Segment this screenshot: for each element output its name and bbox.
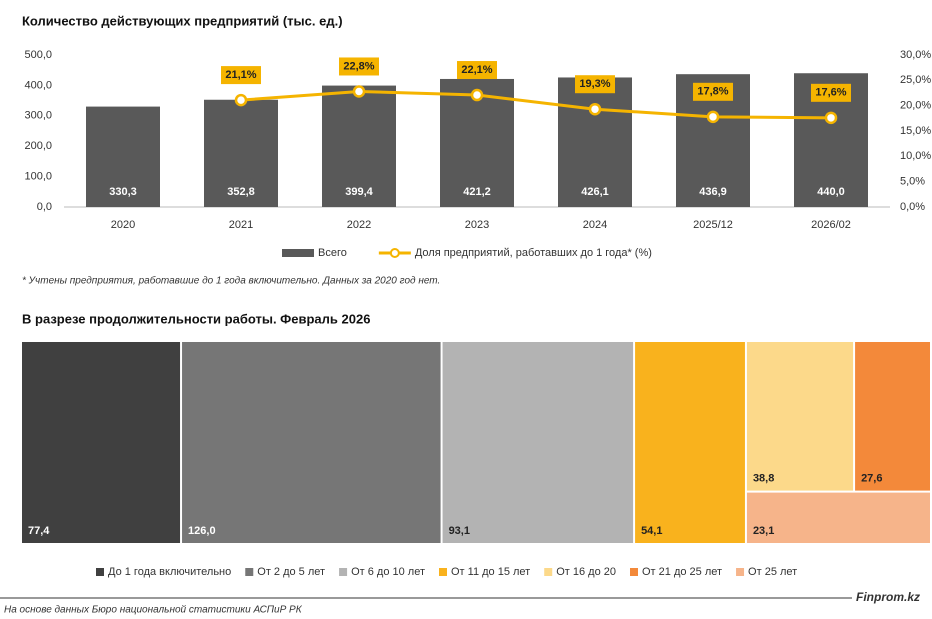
legend-label: От 16 до 20 (556, 566, 616, 578)
legend-label: От 21 до 25 лет (642, 566, 722, 578)
data-label: 330,3 (109, 186, 137, 198)
y-tick-label: 500,0 (24, 49, 52, 61)
legend-swatch (282, 249, 314, 257)
line-point (824, 111, 838, 125)
footnote: * Учтены предприятия, работавшие до 1 го… (22, 275, 440, 287)
treemap-title: В разрезе продолжительности работы. Февр… (22, 311, 370, 326)
legend-swatch (339, 568, 348, 576)
label-box (457, 61, 497, 80)
line-point (588, 102, 602, 116)
treemap-cell (22, 342, 181, 543)
data-label: 27,6 (861, 473, 882, 485)
data-label: 440,0 (817, 186, 845, 198)
treemap-cell (855, 342, 930, 491)
data-label: 54,1 (641, 525, 662, 537)
y-tick-label: 200,0 (24, 140, 52, 152)
chart-title: Количество действующих предприятий (тыс.… (22, 13, 343, 28)
legend-swatch (96, 568, 104, 576)
legend-swatch (736, 568, 745, 576)
x-tick-label: 2023 (465, 219, 489, 231)
bar (558, 77, 632, 207)
watermark: Finprom.kz (856, 590, 920, 604)
data-label: 436,9 (699, 186, 727, 198)
data-label: 126,0 (188, 525, 216, 537)
y2-tick-label: 10,0% (900, 150, 931, 162)
x-tick-label: 2022 (347, 219, 371, 231)
legend-label: До 1 года включительно (108, 566, 231, 578)
label-box (575, 75, 615, 94)
legend-swatch (439, 568, 447, 576)
treemap-cell (635, 342, 745, 543)
legend-swatch (544, 568, 553, 576)
x-tick-label: 2026/02 (811, 219, 851, 231)
legend-label: Доля предприятий, работавших до 1 года* … (415, 247, 652, 259)
x-tick-label: 2025/12 (693, 219, 733, 231)
y2-tick-label: 25,0% (900, 74, 931, 86)
data-label: 352,8 (227, 186, 255, 198)
y2-tick-label: 0,0% (900, 201, 925, 213)
line-point (234, 93, 248, 107)
label-box (811, 83, 851, 102)
label-box (693, 82, 733, 101)
label-box (339, 57, 379, 76)
x-tick-label: 2020 (111, 219, 135, 231)
bar (86, 106, 160, 207)
data-label: 77,4 (28, 525, 50, 537)
y-tick-label: 0,0 (37, 201, 52, 213)
data-label: 22,1% (461, 64, 492, 76)
y2-tick-label: 5,0% (900, 176, 925, 188)
legend-swatch (630, 568, 638, 576)
treemap-cell (182, 342, 441, 543)
x-tick-label: 2024 (583, 219, 607, 231)
line-point (706, 110, 720, 124)
x-tick-label: 2021 (229, 219, 253, 231)
data-label: 421,2 (463, 186, 491, 198)
data-label: 21,1% (225, 69, 256, 81)
y-tick-label: 100,0 (24, 171, 52, 183)
data-label: 38,8 (753, 473, 774, 485)
data-label: 22,8% (343, 60, 374, 72)
data-label: 23,1 (753, 525, 774, 537)
legend-label: От 2 до 5 лет (257, 566, 325, 578)
data-label: 19,3% (579, 78, 610, 90)
y-tick-label: 300,0 (24, 110, 52, 122)
legend-label: От 25 лет (748, 566, 797, 578)
line (240, 89, 832, 120)
legend-label: От 11 до 15 лет (451, 566, 530, 578)
source: На основе данных Бюро национальной стати… (4, 605, 303, 616)
y2-tick-label: 30,0% (900, 49, 931, 61)
legend-marker (389, 248, 400, 258)
treemap-cell (746, 342, 854, 491)
line-point (352, 85, 366, 98)
y2-tick-label: 15,0% (900, 125, 931, 137)
legend-swatch (245, 568, 254, 576)
data-label: 426,1 (581, 186, 609, 198)
bar (322, 85, 396, 207)
legend-label: Всего (318, 247, 347, 259)
y2-tick-label: 20,0% (900, 100, 931, 112)
data-label: 93,1 (449, 525, 470, 537)
data-label: 17,6% (815, 87, 846, 99)
y-tick-label: 400,0 (24, 79, 52, 91)
treemap-cell (746, 492, 930, 543)
data-label: 399,4 (345, 186, 373, 198)
legend-label: От 6 до 10 лет (351, 566, 425, 578)
label-box (221, 66, 261, 85)
line-point (470, 88, 484, 102)
bar (204, 99, 278, 207)
treemap-cell (442, 342, 634, 543)
data-label: 17,8% (697, 86, 728, 98)
